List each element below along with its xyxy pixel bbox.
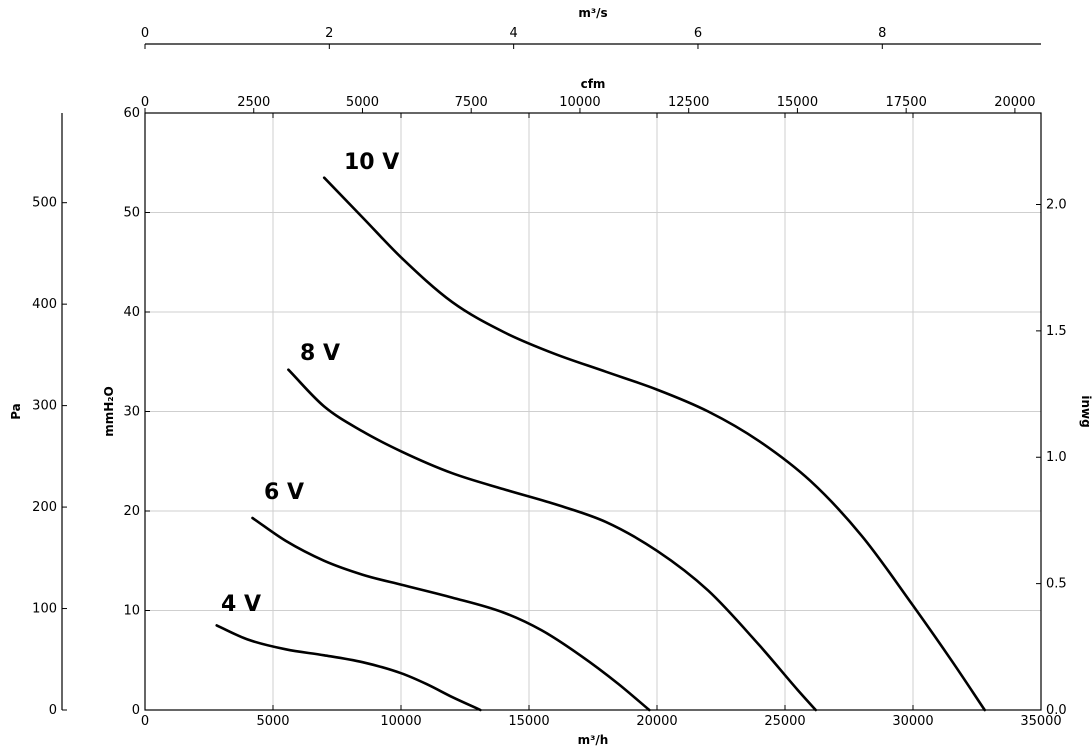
x-tick-label: 35000 xyxy=(1020,714,1061,729)
pa-tick-label: 0 xyxy=(49,703,57,718)
x-axis-title: m³/h xyxy=(578,733,609,747)
y-tick-label: 10 xyxy=(123,604,140,619)
m3s-tick-label: 4 xyxy=(510,26,518,41)
cfm-tick-label: 7500 xyxy=(455,95,488,110)
cfm-tick-label: 2500 xyxy=(237,95,270,110)
curve-label-6v: 6 V xyxy=(264,480,304,505)
top-m3s-axis-title: m³/s xyxy=(578,6,607,20)
y-tick-label: 40 xyxy=(123,305,140,320)
cfm-tick-label: 0 xyxy=(141,95,149,110)
cfm-tick-label: 17500 xyxy=(885,95,926,110)
curve-label-4v: 4 V xyxy=(221,592,261,617)
cfm-tick-label: 5000 xyxy=(346,95,379,110)
curve-4v xyxy=(215,624,482,712)
x-tick-label: 25000 xyxy=(764,714,805,729)
m3s-tick-label: 2 xyxy=(325,26,333,41)
cfm-tick-label: 20000 xyxy=(994,95,1035,110)
y-tick-label: 50 xyxy=(123,206,140,221)
pa-tick-label: 200 xyxy=(32,500,57,515)
inwg-tick-label: 1.5 xyxy=(1046,324,1067,339)
axes: 0 5000 10000 15000 20000 25000 30000 3500001020… xyxy=(32,26,1067,729)
grid xyxy=(145,113,1041,710)
curve-label-10v: 10 V xyxy=(344,150,399,175)
cfm-tick-label: 10000 xyxy=(559,95,600,110)
curve-8v xyxy=(287,368,817,712)
left-pa-axis-title: Pa xyxy=(9,403,23,420)
y-tick-label: 0 xyxy=(132,703,140,718)
x-tick-label: 10000 xyxy=(380,714,421,729)
y-tick-label: 30 xyxy=(123,405,140,420)
x-tick-label: 0 xyxy=(141,714,149,729)
y-tick-label: 20 xyxy=(123,504,140,519)
x-tick-label: 30000 xyxy=(892,714,933,729)
pa-tick-label: 300 xyxy=(32,399,57,414)
pa-tick-label: 100 xyxy=(32,602,57,617)
x-tick-label: 15000 xyxy=(508,714,549,729)
curve-10v xyxy=(322,176,986,712)
y-tick-label: 60 xyxy=(123,106,140,121)
inwg-tick-label: 0.0 xyxy=(1046,703,1067,718)
y-axis-title: mmH₂O xyxy=(102,386,116,437)
inwg-tick-label: 0.5 xyxy=(1046,577,1067,592)
cfm-tick-label: 12500 xyxy=(668,95,709,110)
x-tick-label: 20000 xyxy=(636,714,677,729)
pa-tick-label: 500 xyxy=(32,196,57,211)
inwg-tick-label: 2.0 xyxy=(1046,197,1067,212)
curves xyxy=(215,176,986,712)
top-cfm-axis-title: cfm xyxy=(581,77,606,91)
m3s-tick-label: 6 xyxy=(694,26,702,41)
m3s-tick-label: 0 xyxy=(141,26,149,41)
curve-label-8v: 8 V xyxy=(300,341,340,366)
curve-6v xyxy=(251,516,651,712)
inwg-tick-label: 1.0 xyxy=(1046,450,1067,465)
x-tick-label: 5000 xyxy=(256,714,289,729)
cfm-tick-label: 15000 xyxy=(777,95,818,110)
pa-tick-label: 400 xyxy=(32,297,57,312)
m3s-tick-label: 8 xyxy=(878,26,886,41)
right-inwg-axis-title: inwg xyxy=(1079,395,1092,427)
